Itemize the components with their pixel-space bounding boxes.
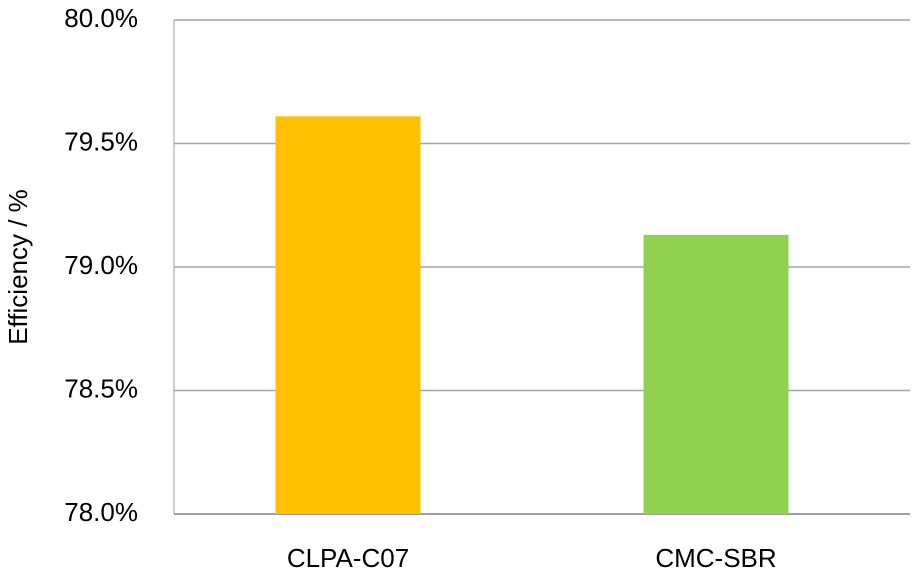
bar [643, 234, 789, 514]
x-tick-label: CMC-SBR [655, 543, 776, 573]
bar [275, 116, 421, 514]
y-tick-label: 80.0% [64, 3, 138, 33]
x-tick-label: CLPA-C07 [287, 543, 409, 573]
y-tick-label: 79.5% [64, 126, 138, 156]
y-tick-label: 78.5% [64, 373, 138, 403]
y-axis-label: Efficiency / % [3, 189, 33, 345]
y-tick-label: 78.0% [64, 497, 138, 527]
y-tick-label: 79.0% [64, 250, 138, 280]
